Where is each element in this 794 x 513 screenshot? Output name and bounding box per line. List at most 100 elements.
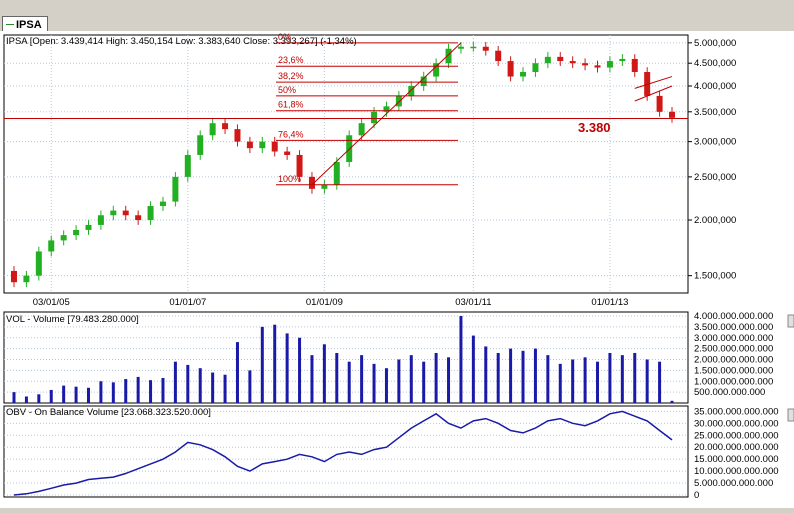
obv-ytick-label: 15.000.000.000.000 xyxy=(694,454,779,465)
candle-body xyxy=(383,106,390,112)
obv-series-line xyxy=(13,410,673,496)
volume-bar xyxy=(285,333,289,403)
candle-body xyxy=(246,141,253,149)
candle-body xyxy=(582,63,589,66)
volume-ytick-label: 2.000.000.000.000 xyxy=(694,355,773,366)
fib-level-label: 0% xyxy=(278,32,291,42)
candle-body xyxy=(594,65,601,68)
volume-bar xyxy=(12,392,16,403)
volume-bar xyxy=(509,348,513,403)
obv-header: OBV - On Balance Volume [23.068.323.520.… xyxy=(6,407,211,418)
obv-scroll-handle[interactable] xyxy=(787,408,794,422)
volume-bar xyxy=(633,352,637,403)
candle-body xyxy=(172,176,179,202)
volume-panel: 4.000.000.000.0003.500.000.000.0003.000.… xyxy=(3,311,773,404)
price-ytick-label: 5.000,000 xyxy=(694,38,736,49)
candle-body xyxy=(110,210,117,216)
fib-level-label: 61,8% xyxy=(278,100,304,110)
candle-body xyxy=(48,240,55,252)
volume-bar xyxy=(223,374,227,403)
series-swatch xyxy=(6,24,14,25)
volume-bar xyxy=(608,352,612,403)
obv-ytick-label: 30.000.000.000.000 xyxy=(694,418,779,429)
candle-body xyxy=(284,151,291,155)
price-xtick-label: 01/01/09 xyxy=(306,297,343,308)
candle-body xyxy=(159,201,166,207)
volume-bar xyxy=(670,400,674,403)
volume-bar xyxy=(260,326,264,403)
candle-body xyxy=(147,206,154,221)
volume-bar xyxy=(397,359,401,403)
price-xtick-label: 01/01/07 xyxy=(169,297,206,308)
volume-bar xyxy=(24,396,28,403)
volume-bar xyxy=(496,352,500,403)
volume-bar xyxy=(422,361,426,403)
candle-body xyxy=(495,50,502,62)
obv-ytick-label: 0 xyxy=(694,490,699,501)
obv-ytick-label: 10.000.000.000.000 xyxy=(694,466,779,477)
candle-body xyxy=(619,58,626,62)
volume-bar xyxy=(558,363,562,403)
tab-label: IPSA xyxy=(16,18,42,31)
candle-body xyxy=(60,235,67,241)
candle-body xyxy=(85,224,92,230)
price-ytick-label: 4.500,000 xyxy=(694,58,736,69)
price-ytick-label: 3.500,000 xyxy=(694,107,736,118)
channel-line xyxy=(634,76,673,89)
candle-body xyxy=(420,76,427,86)
candle-body xyxy=(271,141,278,152)
volume-bar xyxy=(596,361,600,403)
fib-level-label: 50% xyxy=(278,85,296,95)
volume-bar xyxy=(248,370,252,403)
volume-header: VOL - Volume [79.483.280.000] xyxy=(6,314,139,325)
volume-ytick-label: 4.000.000.000.000 xyxy=(694,311,773,322)
candle-body xyxy=(122,210,129,216)
candle-body xyxy=(97,215,104,225)
price-plot-area xyxy=(3,34,689,294)
candle-body xyxy=(395,95,402,107)
volume-bar xyxy=(136,376,140,403)
tab-ipsa[interactable]: IPSA xyxy=(2,16,48,32)
volume-bar xyxy=(658,361,662,403)
candle-body xyxy=(470,46,477,49)
candle-body xyxy=(197,135,204,155)
candle-body xyxy=(259,141,266,149)
candle-body xyxy=(23,275,30,283)
volume-bar xyxy=(335,352,339,403)
volume-bar xyxy=(186,364,190,403)
volume-bar xyxy=(99,381,103,403)
volume-bar xyxy=(546,355,550,403)
obv-ytick-label: 20.000.000.000.000 xyxy=(694,442,779,453)
volume-ytick-label: 1.500.000.000.000 xyxy=(694,365,773,376)
volume-bar xyxy=(471,335,475,403)
volume-bar xyxy=(310,355,314,403)
chart-frame: 0% 23,6% 38,2% 50% 61,8% 76,4% 100% 5.000,000 4… xyxy=(0,31,794,508)
volume-bar xyxy=(372,363,376,403)
volume-bar xyxy=(74,386,78,403)
candle-body xyxy=(296,154,303,177)
volume-bar xyxy=(447,357,451,403)
candle-body xyxy=(544,56,551,64)
candle-body xyxy=(308,176,315,189)
candle-body xyxy=(11,270,17,283)
candle-body xyxy=(445,48,452,64)
candle-body xyxy=(532,63,539,72)
obv-panel: 35.000.000.000.00030.000.000.000.00025.0… xyxy=(3,405,779,501)
volume-bar xyxy=(298,337,302,403)
volume-bar xyxy=(273,324,277,403)
candle-body xyxy=(35,251,42,276)
volume-bar xyxy=(360,355,364,403)
volume-ytick-label: 3.000.000.000.000 xyxy=(694,333,773,344)
candle-body xyxy=(222,123,229,130)
price-xtick-label: 03/01/05 xyxy=(33,297,70,308)
volume-bar xyxy=(198,368,202,403)
volume-bar xyxy=(124,379,128,403)
volume-bar xyxy=(571,359,575,403)
volume-bar xyxy=(62,385,66,403)
volume-bar xyxy=(645,359,649,403)
price-panel: 0% 23,6% 38,2% 50% 61,8% 76,4% 100% 5.000,000 4… xyxy=(3,32,736,308)
candle-body xyxy=(234,129,241,142)
volume-bar xyxy=(235,342,239,403)
volume-bar xyxy=(484,346,488,403)
volume-scroll-handle[interactable] xyxy=(787,314,794,328)
